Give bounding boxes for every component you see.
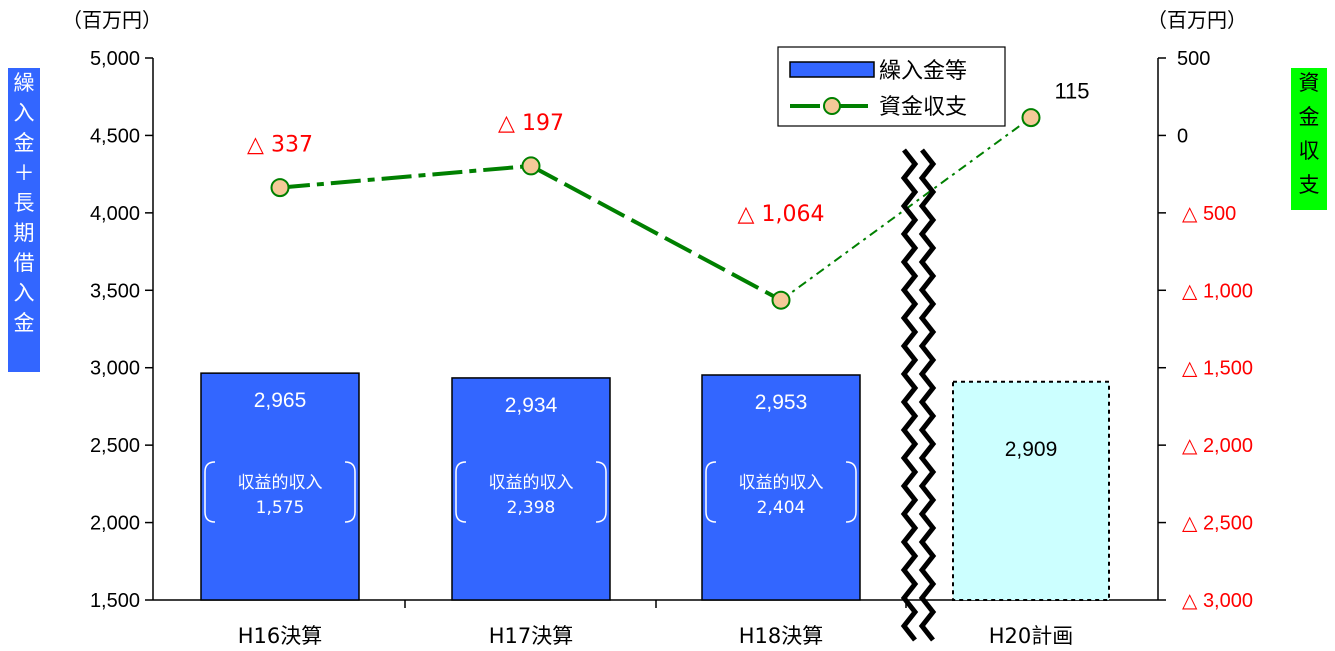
line-point bbox=[1021, 108, 1041, 128]
line-point bbox=[270, 178, 290, 198]
right-tick-label: △ 2,000 bbox=[1182, 435, 1253, 457]
line-point bbox=[771, 290, 791, 310]
axis-break-line-right bbox=[918, 148, 937, 642]
axis-break bbox=[900, 148, 937, 642]
left-axis-label-bg bbox=[8, 68, 40, 372]
sub-label-title: 収益的収入 bbox=[489, 473, 574, 493]
right-tick-label: △ 1,000 bbox=[1182, 280, 1253, 302]
sub-label-title: 収益的収入 bbox=[739, 473, 824, 493]
sub-label-bracket-right bbox=[595, 461, 607, 523]
legend-box bbox=[777, 46, 1006, 127]
x-axis-ticks: H16決算 H17決算 H18決算 H20計画 bbox=[238, 600, 1074, 648]
x-tick-label: H20計画 bbox=[989, 624, 1074, 648]
sub-label-bracket-right bbox=[845, 461, 857, 523]
sub-label-bracket-right bbox=[344, 461, 356, 523]
right-axis-unit: （百万円） bbox=[1147, 8, 1247, 32]
legend-label-bar: 繰入金等 bbox=[879, 59, 967, 84]
right-tick-label: 500 bbox=[1177, 48, 1210, 70]
left-axis-label-char: 入 bbox=[14, 101, 35, 125]
line-value-label: 115 bbox=[1054, 79, 1089, 104]
left-tick-label: 3,000 bbox=[90, 358, 140, 380]
bar bbox=[701, 374, 861, 601]
left-axis-label-char: 金 bbox=[14, 311, 35, 335]
sub-label-value: 2,404 bbox=[757, 498, 806, 518]
legend-label-line: 資金収支 bbox=[879, 95, 967, 120]
right-axis-label-char: 金 bbox=[1299, 105, 1320, 129]
axis-break-line-left bbox=[900, 148, 919, 642]
bar bbox=[451, 377, 611, 601]
x-tick-label: H17決算 bbox=[489, 624, 574, 648]
right-tick-label: △ 3,000 bbox=[1182, 590, 1253, 612]
left-axis-label-char: 金 bbox=[14, 131, 35, 155]
sub-label-bracket-left bbox=[705, 461, 717, 523]
left-axis-label-char: 借 bbox=[14, 251, 35, 275]
left-tick-label: 4,000 bbox=[90, 203, 140, 225]
line-segment bbox=[530, 164, 782, 302]
sub-label-value: 1,575 bbox=[256, 498, 305, 518]
left-axis-unit: （百万円） bbox=[62, 8, 162, 32]
line-value-label: △ 337 bbox=[247, 133, 313, 158]
left-tick-label: 3,500 bbox=[90, 280, 140, 302]
left-axis-label-char: 入 bbox=[14, 281, 35, 305]
bars: 2,965 収益的収入 1,575 2,934 収益的収入 2,398 2,953 収益的収入… bbox=[200, 372, 1110, 601]
line-value-label: △ 197 bbox=[498, 111, 564, 136]
right-axis-label: 資金収支 bbox=[1291, 68, 1327, 210]
left-axis-label-char: ＋ bbox=[14, 161, 35, 185]
left-axis-label-char: 長 bbox=[14, 191, 35, 215]
bar-value-label: 2,909 bbox=[1005, 438, 1058, 461]
sub-label-value: 2,398 bbox=[507, 498, 556, 518]
left-axis-label-char: 期 bbox=[14, 221, 35, 245]
left-axis-label-char: 繰 bbox=[14, 71, 35, 95]
right-axis-label-char: 資 bbox=[1299, 71, 1320, 95]
right-tick-label: △ 500 bbox=[1182, 203, 1236, 225]
line-point bbox=[521, 156, 541, 176]
right-tick-label: △ 2,500 bbox=[1182, 513, 1253, 535]
bar-value-label: 2,953 bbox=[755, 391, 808, 414]
right-tick-label: 0 bbox=[1177, 125, 1188, 147]
bar-planned bbox=[952, 380, 1110, 601]
right-axis-label-text: 資金収支 bbox=[1299, 71, 1320, 197]
left-tick-label: 2,000 bbox=[90, 513, 140, 535]
right-tick-label: △ 1,500 bbox=[1182, 358, 1253, 380]
legend-bar-swatch bbox=[789, 61, 875, 78]
x-tick-label: H16決算 bbox=[238, 624, 323, 648]
bar-value-label: 2,934 bbox=[505, 394, 558, 417]
sub-label-bracket-left bbox=[204, 461, 216, 523]
legend: 繰入金等 資金収支 bbox=[777, 46, 1006, 127]
sub-label-bracket-left bbox=[455, 461, 467, 523]
left-tick-label: 1,500 bbox=[90, 590, 140, 612]
bar bbox=[200, 372, 360, 601]
sub-label-title: 収益的収入 bbox=[238, 473, 323, 493]
left-tick-label: 2,500 bbox=[90, 435, 140, 457]
right-axis-label-bg bbox=[1291, 68, 1327, 210]
line-segment bbox=[279, 163, 532, 190]
right-axis-label-char: 収 bbox=[1299, 139, 1320, 163]
right-axis-ticks: 500 0 △ 500 △ 1,000 △ 1,500 △ 2,000 △ 2,500 △ 3… bbox=[1158, 48, 1253, 612]
right-axis-label-char: 支 bbox=[1299, 173, 1320, 197]
x-tick-label: H18決算 bbox=[739, 624, 824, 648]
line-value-label: △ 1,064 bbox=[738, 202, 825, 227]
left-tick-label: 4,500 bbox=[90, 125, 140, 147]
legend-line-marker bbox=[823, 97, 841, 115]
left-axis-ticks: 5,000 4,500 4,000 3,500 3,000 2,500 2,000 1,500 bbox=[90, 48, 153, 612]
bar-value-label: 2,965 bbox=[254, 389, 307, 412]
left-tick-label: 5,000 bbox=[90, 48, 140, 70]
